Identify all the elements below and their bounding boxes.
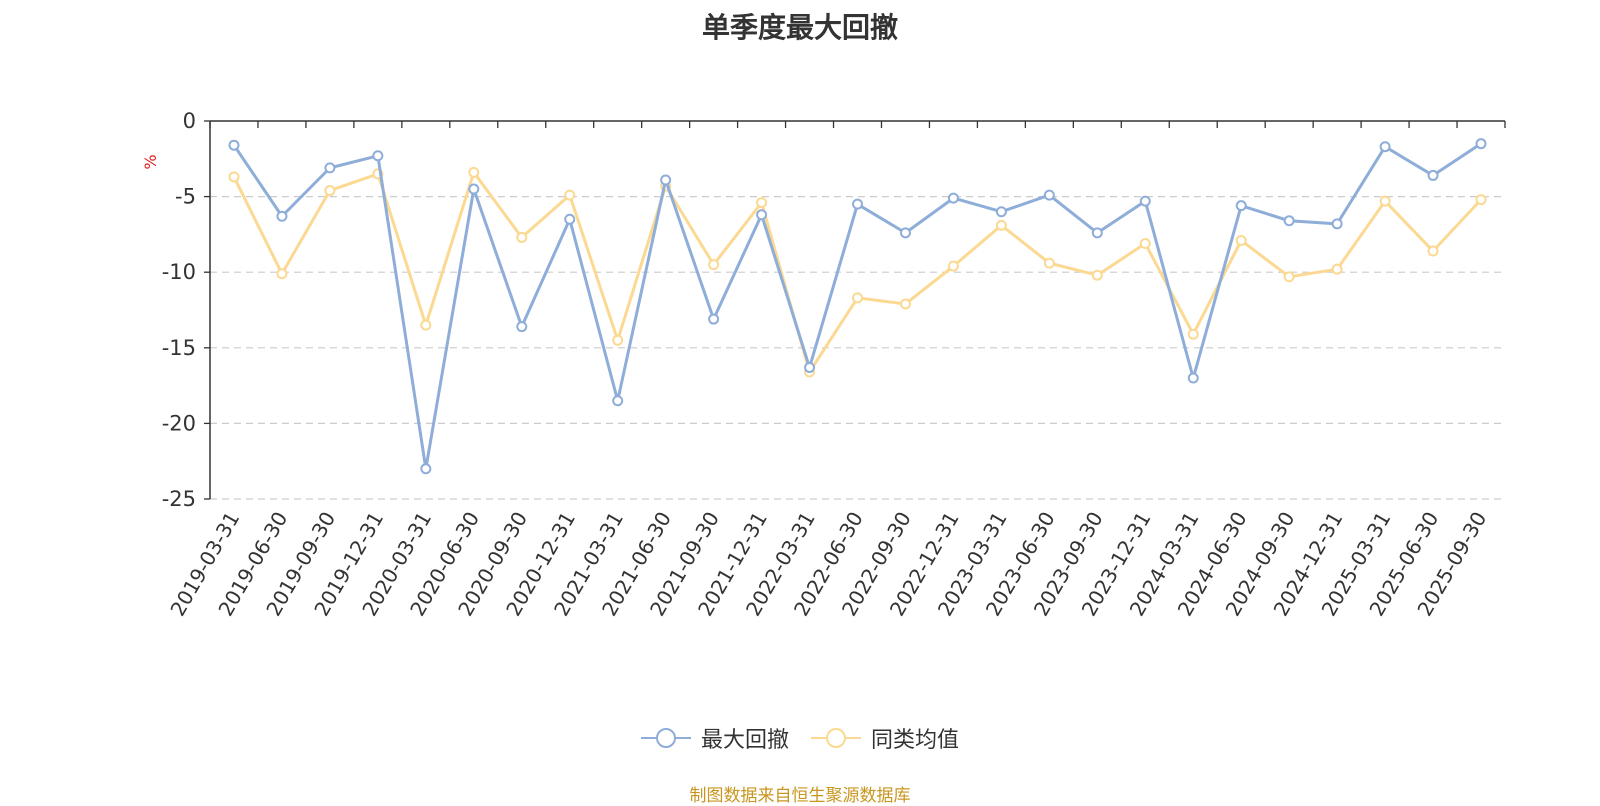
data-point[interactable]	[1379, 141, 1391, 153]
data-point[interactable]	[804, 361, 816, 373]
data-point[interactable]	[468, 183, 480, 195]
data-point[interactable]	[756, 197, 768, 209]
y-tick-label: -25	[162, 487, 196, 511]
data-point[interactable]	[324, 185, 336, 197]
data-point[interactable]	[564, 213, 576, 225]
data-point[interactable]	[708, 259, 720, 271]
y-tick-label: -5	[175, 185, 196, 209]
legend-label: 最大回撤	[700, 728, 789, 753]
data-point[interactable]	[612, 395, 624, 407]
data-point[interactable]	[1235, 234, 1247, 246]
data-point[interactable]	[228, 139, 240, 151]
data-point[interactable]	[708, 313, 720, 325]
legend: 最大回撤 同类均值	[0, 722, 1600, 754]
data-point[interactable]	[995, 206, 1007, 218]
chart-title: 单季度最大回撤	[701, 11, 898, 44]
data-point[interactable]	[1475, 138, 1487, 150]
data-point[interactable]	[1235, 200, 1247, 212]
data-point[interactable]	[468, 166, 480, 178]
data-point[interactable]	[1379, 195, 1391, 207]
data-point[interactable]	[947, 192, 959, 204]
data-point[interactable]	[1283, 215, 1295, 227]
y-tick-label: -20	[162, 411, 196, 435]
legend-line-circle-icon	[640, 728, 691, 748]
data-point[interactable]	[852, 198, 863, 210]
data-point[interactable]	[1139, 195, 1151, 207]
data-point[interactable]	[1091, 269, 1103, 281]
y-axis-label: %	[141, 154, 160, 169]
data-point[interactable]	[1331, 218, 1343, 230]
data-point[interactable]	[899, 298, 911, 310]
axes	[204, 120, 1506, 500]
series-0	[228, 138, 1487, 475]
data-point[interactable]	[660, 174, 672, 186]
y-tick-label: 0	[183, 109, 196, 133]
legend-label: 同类均值	[871, 728, 960, 753]
legend-item[interactable]: 同类均值	[811, 722, 959, 754]
data-point[interactable]	[1043, 257, 1055, 269]
data-point[interactable]	[756, 209, 768, 221]
data-point[interactable]	[516, 321, 528, 333]
data-point[interactable]	[516, 231, 528, 243]
data-point[interactable]	[1427, 169, 1439, 181]
legend-line-circle-icon	[811, 728, 861, 748]
data-point[interactable]	[852, 292, 863, 304]
data-point[interactable]	[1475, 194, 1487, 206]
series-lines	[228, 138, 1487, 475]
data-point[interactable]	[564, 189, 576, 201]
data-point[interactable]	[324, 162, 336, 174]
x-tick-labels: 2019-03-312019-06-302019-09-302019-12-31…	[165, 507, 1491, 620]
data-point[interactable]	[276, 268, 288, 280]
data-point[interactable]	[372, 150, 384, 162]
legend-item[interactable]: 最大回撤	[640, 722, 789, 754]
data-point[interactable]	[1043, 189, 1055, 201]
data-point[interactable]	[420, 463, 432, 475]
data-point[interactable]	[899, 227, 911, 239]
data-point[interactable]	[228, 171, 240, 183]
data-point[interactable]	[995, 219, 1007, 231]
data-point[interactable]	[1139, 237, 1151, 249]
data-point[interactable]	[1091, 227, 1103, 239]
data-point[interactable]	[276, 210, 288, 222]
data-point[interactable]	[1187, 328, 1199, 340]
y-tick-labels: 0 -5 -10 -15 -20 -25	[162, 109, 196, 511]
data-point[interactable]	[612, 334, 624, 346]
source-note: 制图数据来自恒生聚源数据库	[689, 786, 911, 806]
data-point[interactable]	[1187, 372, 1199, 384]
y-tick-label: -10	[162, 260, 196, 284]
data-point[interactable]	[1331, 263, 1343, 275]
grid-lines	[210, 196, 1505, 500]
data-point[interactable]	[1283, 271, 1295, 283]
data-point[interactable]	[947, 260, 959, 272]
data-point[interactable]	[1427, 245, 1439, 257]
data-point[interactable]	[420, 319, 432, 331]
y-tick-label: -15	[162, 336, 196, 360]
